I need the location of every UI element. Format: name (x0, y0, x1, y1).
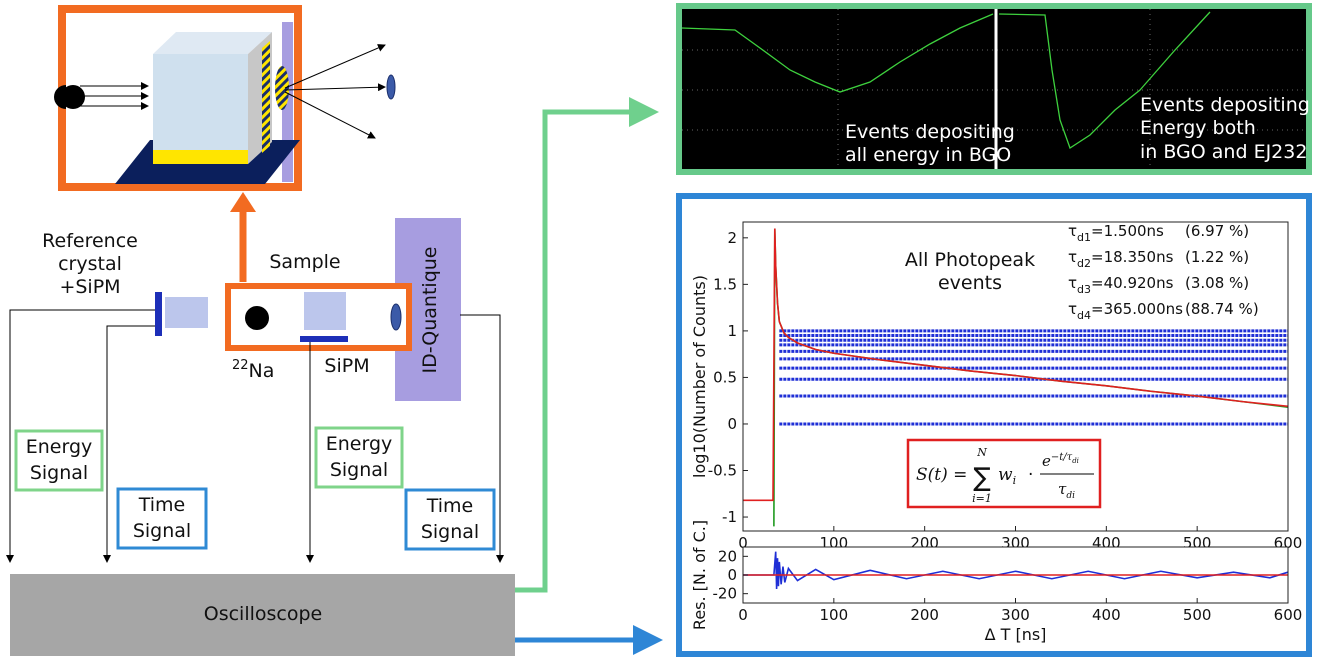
zoom-box (54, 5, 396, 191)
sample-sipm (300, 336, 348, 342)
annotation: in BGO and EJ232 (1140, 141, 1307, 163)
annotation: Events depositing (1140, 94, 1310, 116)
sipm-label: SiPM (324, 355, 369, 377)
lifetime: τd3=40.920ns (1068, 274, 1174, 296)
tau: τ (1068, 274, 1077, 292)
tau-value: =18.350ns (1091, 248, 1174, 266)
signal-label: Time (426, 495, 474, 517)
lifetime: τd2=18.350ns (1068, 248, 1174, 270)
x-tick-label: 0 (738, 606, 748, 624)
x-axis-label: Δ T [ns] (985, 625, 1047, 644)
y-tick-label: 0 (727, 415, 737, 433)
reference-label: Reference (42, 230, 138, 252)
tau-value: =40.920ns (1091, 274, 1174, 292)
x-tick-label: 600 (1274, 606, 1303, 624)
source (245, 306, 269, 330)
chart-title: events (938, 272, 1002, 294)
annotation: Events depositing (845, 121, 1015, 143)
series-line (743, 228, 1289, 502)
lifetime-fraction: (6.97 %) (1185, 222, 1249, 240)
tau-sub: d1 (1077, 231, 1091, 244)
y-tick-label: -20 (713, 585, 738, 603)
signal-label: Energy (26, 436, 93, 458)
zoom-arrow-head (230, 192, 256, 212)
formula-den: τdi (1058, 480, 1075, 501)
formula-lower: i=1 (972, 492, 992, 505)
tau: τ (1068, 248, 1077, 266)
signal-label: Signal (133, 520, 191, 542)
x-tick-label: 300 (1001, 606, 1030, 624)
lifetime: τd1=1.500ns (1068, 222, 1164, 244)
sample-label: Sample (269, 251, 340, 273)
formula-term-sub: i (1013, 474, 1017, 487)
signal-label: Signal (30, 462, 88, 484)
x-tick-label: 200 (910, 606, 939, 624)
reference-sipm (155, 292, 162, 336)
signal-label: Energy (326, 433, 393, 455)
y-axis-label: log10(Number of Counts) (690, 275, 709, 478)
formula-sum: ∑ (973, 463, 991, 493)
y-tick-label: 20 (718, 547, 737, 565)
series-line (743, 551, 1289, 590)
lifetime-fraction: (3.08 %) (1185, 274, 1249, 292)
reference-label: crystal (58, 253, 122, 275)
signal-lines (6, 309, 504, 563)
detector-window (390, 303, 402, 331)
x-tick-label: 0 (738, 534, 748, 552)
reference-label: +SiPM (59, 276, 120, 298)
signal-label: Time (138, 494, 186, 516)
signal-boxes (14, 426, 496, 551)
source-sup: 22 (232, 358, 249, 373)
waveform-annotations: Events depositing all energy in BGO Even… (845, 94, 1310, 166)
sample-crystal (304, 292, 346, 330)
formula-dot: · (1028, 465, 1033, 485)
tau-sub: d3 (1077, 283, 1091, 296)
signal-label: Signal (330, 459, 388, 481)
y-tick-label: 2 (727, 229, 737, 247)
tau: τ (1068, 222, 1077, 240)
lifetime-fraction: (1.22 %) (1185, 248, 1249, 266)
tau: τ (1068, 300, 1077, 318)
formula-term-main: w (998, 465, 1013, 485)
lifetime: τd4=365.000ns (1068, 300, 1183, 322)
tau-sub: d4 (1077, 309, 1091, 322)
y-tick-label: 0 (727, 566, 737, 584)
formula-num-sup: −t/τ (1051, 452, 1073, 463)
detector-label: ID-Quantique (419, 247, 441, 374)
y-axis-label: Res. [N. of C.] (690, 520, 709, 630)
oscilloscope-label: Oscilloscope (204, 603, 322, 625)
y-tick-label: 0.5 (713, 368, 737, 386)
chart-title: All Photopeak (905, 249, 1035, 271)
lifetime-fraction: (88.74 %) (1185, 300, 1259, 318)
y-tick-label: 1.5 (713, 275, 737, 293)
tau-value: =365.000ns (1091, 300, 1183, 318)
annotation: Energy both (1140, 117, 1256, 139)
formula-num-sup-sub: di (1072, 457, 1079, 465)
annotation: all energy in BGO (845, 144, 1011, 166)
tau-sub: d2 (1077, 257, 1091, 270)
y-tick-label: -1 (722, 508, 737, 526)
tau-value: =1.500ns (1091, 222, 1164, 240)
charts: 0 100 200 300 400 500 600-1-0.500.511.52log10(… (690, 221, 1303, 644)
formula-term: wi (998, 465, 1016, 487)
y-tick-label: 1 (727, 322, 737, 340)
source-label: 22Na (232, 358, 274, 382)
formula-num: e−t/τdi (1042, 452, 1079, 470)
x-tick-label: 100 (820, 606, 849, 624)
formula-lhs: S(t) = (916, 465, 967, 485)
x-tick-label: 500 (1183, 606, 1212, 624)
formula-num-main: e (1042, 452, 1051, 470)
formula-upper: N (976, 446, 987, 459)
y-tick-label: -0.5 (708, 462, 737, 480)
waveform-arrow (515, 97, 659, 593)
x-tick-label: 400 (1092, 606, 1121, 624)
signal-label: Signal (421, 521, 479, 543)
formula-den-main: τ (1058, 480, 1067, 498)
source-text: Na (249, 360, 275, 382)
oscilloscope (10, 574, 515, 656)
formula-den-sub: di (1066, 491, 1075, 501)
reference-crystal (165, 297, 208, 328)
waveform-panel (676, 3, 1312, 175)
